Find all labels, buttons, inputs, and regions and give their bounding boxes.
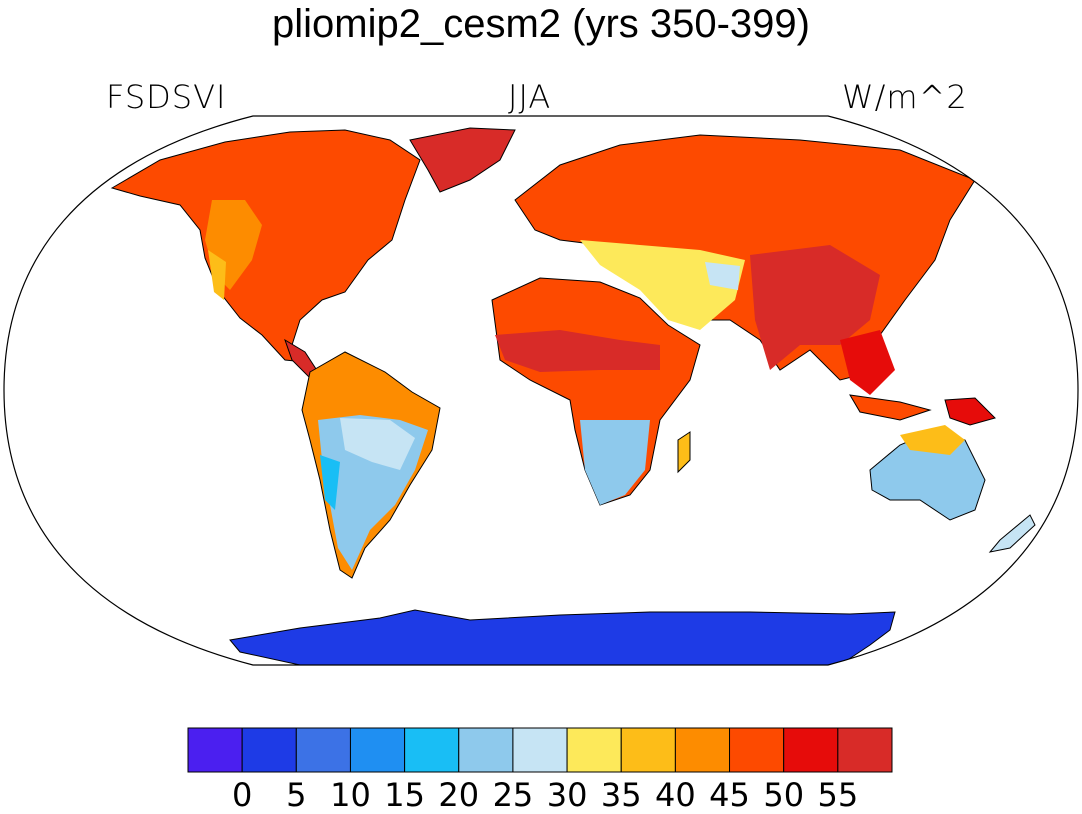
colorbar-swatch xyxy=(349,727,406,773)
australia-north xyxy=(900,425,965,455)
season-label: JJA xyxy=(508,78,552,116)
colorbar-tick-label: 15 xyxy=(384,776,425,814)
colorbar-swatch xyxy=(620,727,676,773)
colorbar-swatch xyxy=(674,727,731,773)
units-label: W/m^2 xyxy=(842,78,968,116)
colorbar-tick-label: 55 xyxy=(817,776,859,814)
colorbar-swatch xyxy=(783,727,839,773)
north-america-land xyxy=(110,129,421,363)
colorbar-tick-label: 20 xyxy=(438,776,480,814)
greenland-land xyxy=(409,127,516,193)
land-fields xyxy=(110,127,1036,665)
colorbar-tick-label: 40 xyxy=(655,776,696,814)
variable-label: FSDSVI xyxy=(106,78,227,116)
colorbar-swatch xyxy=(241,727,297,773)
antarctica-land xyxy=(229,609,896,665)
colorbar-swatch xyxy=(566,727,622,773)
iran-light xyxy=(705,262,740,290)
colorbar-tick-label: 45 xyxy=(709,776,750,814)
south-america-light xyxy=(340,418,415,470)
colorbar xyxy=(187,727,893,773)
colorbar-swatch xyxy=(187,727,243,773)
mideast-yellow xyxy=(580,240,745,330)
colorbar-swatch xyxy=(729,727,785,773)
sahara-band xyxy=(495,330,660,372)
colorbar-tick-label: 50 xyxy=(763,776,805,814)
indonesia-land xyxy=(849,394,932,421)
colorbar-swatch xyxy=(512,727,568,773)
colorbar-swatch xyxy=(404,727,460,773)
madagascar-land xyxy=(677,431,691,474)
new-guinea-land xyxy=(944,397,996,426)
rockies-yellow xyxy=(208,250,226,300)
colorbar-swatch xyxy=(837,727,893,773)
se-asia xyxy=(840,330,895,395)
colorbar-tick-label: 30 xyxy=(546,776,588,814)
colorbar-swatch xyxy=(295,727,351,773)
colorbar-tick-label: 0 xyxy=(231,776,253,814)
colorbar-tick-label: 10 xyxy=(330,776,371,814)
southern-africa xyxy=(580,420,650,505)
plot-title: pliomip2_cesm2 (yrs 350-399) xyxy=(271,2,810,46)
colorbar-tick-label: 35 xyxy=(600,776,642,814)
map-border xyxy=(3,115,1079,666)
colorbar-tick-label: 25 xyxy=(492,776,534,814)
new-zealand-land xyxy=(988,514,1036,553)
colorbar-swatch xyxy=(458,727,514,773)
andes-blue xyxy=(320,455,340,510)
colorbar-tick-label: 5 xyxy=(286,776,307,814)
